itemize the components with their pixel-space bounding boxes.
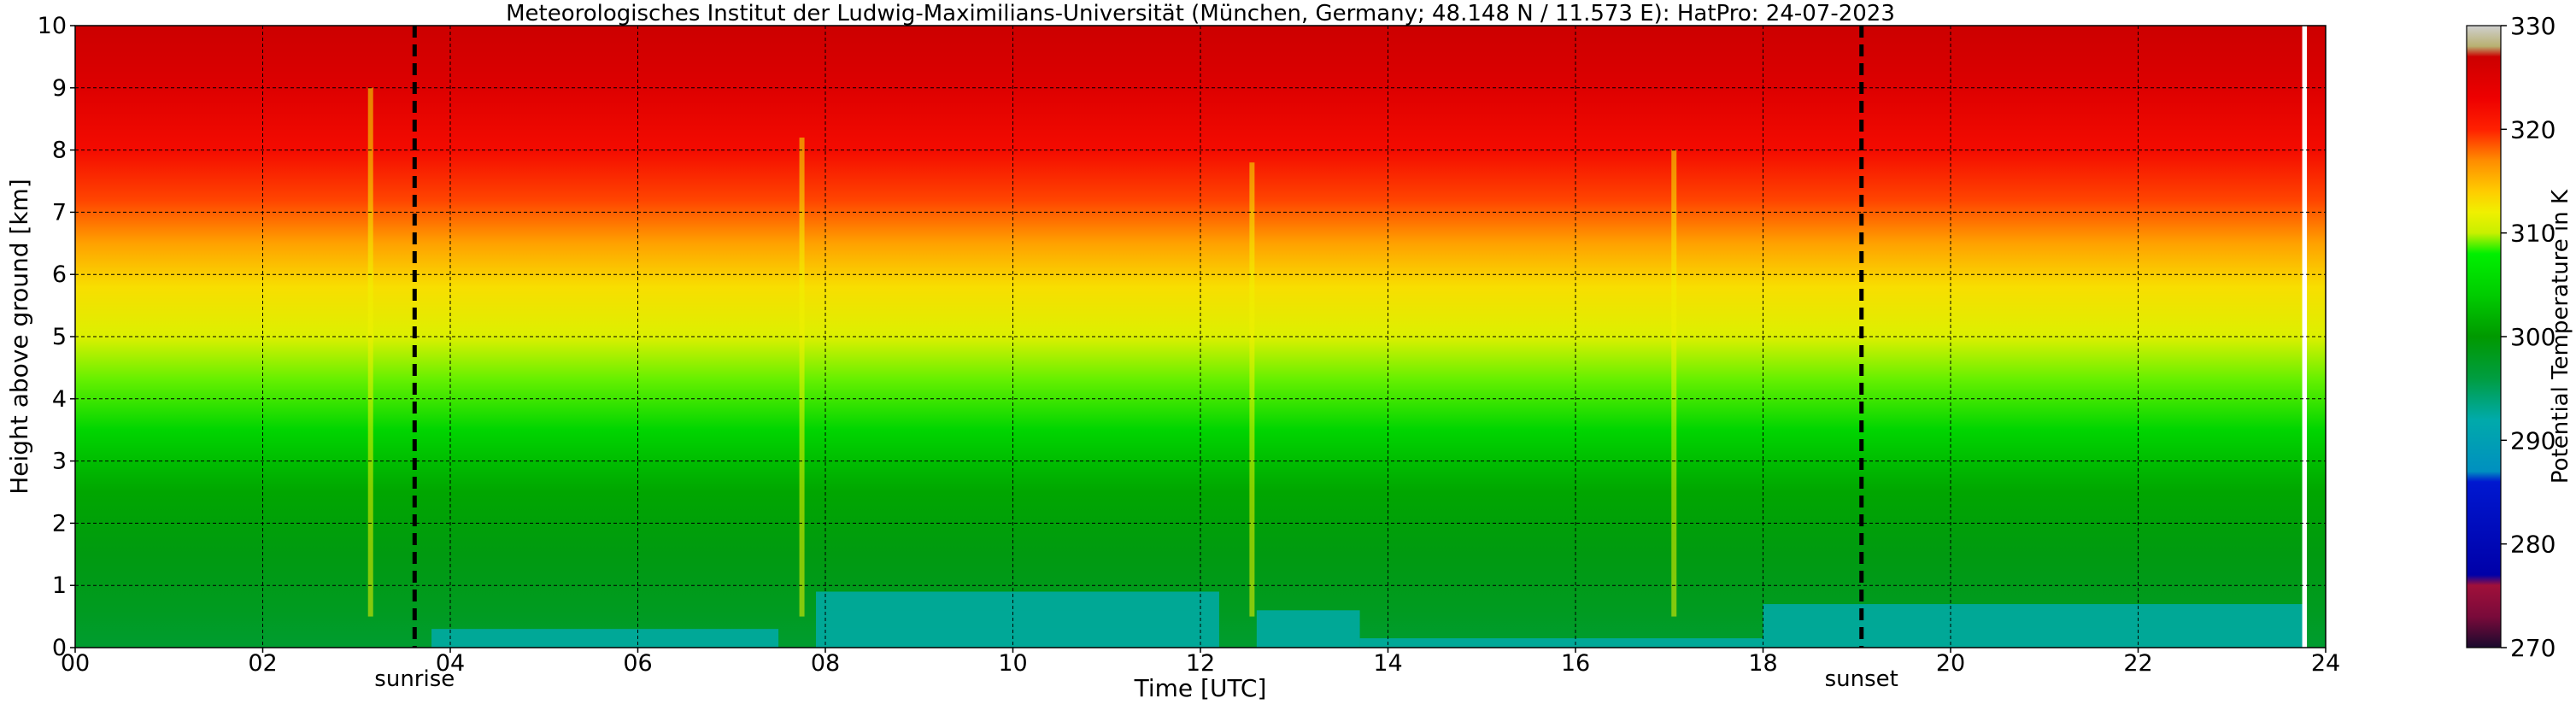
sunrise-label: sunrise	[374, 666, 455, 692]
colorbar-tick-label: 280	[2510, 531, 2555, 559]
plot-area	[75, 26, 2326, 648]
y-tick-label: 7	[52, 199, 67, 226]
y-tick-label: 1	[52, 572, 67, 599]
y-tick-label: 2	[52, 510, 67, 537]
cool-layer-segment	[1359, 638, 1763, 648]
x-tick-label: 24	[2311, 650, 2340, 677]
heatmap-features	[367, 26, 2308, 648]
cool-layer-segment	[431, 629, 779, 648]
x-tick-label: 08	[811, 650, 840, 677]
x-tick-label: 18	[1748, 650, 1777, 677]
colorbar-tick-label: 290	[2510, 426, 2555, 455]
y-tick-label: 3	[52, 449, 67, 475]
warm-spike	[367, 87, 373, 617]
missing-data-gap	[2302, 26, 2308, 648]
y-tick-label: 10	[38, 13, 67, 39]
x-tick-label: 14	[1373, 650, 1402, 677]
x-tick-label: 20	[1936, 650, 1965, 677]
y-tick-label: 0	[52, 635, 67, 661]
colorbar-ticks: 270 280 290 300 310 320 330	[2501, 12, 2555, 662]
sunset-label: sunset	[1825, 666, 1898, 692]
grid	[75, 26, 2326, 648]
y-tick-label: 6	[52, 261, 67, 288]
x-tick-label: 10	[998, 650, 1027, 677]
colorbar-tick-label: 310	[2510, 220, 2555, 248]
chart-title: Meteorologisches Institut der Ludwig-Max…	[506, 1, 1895, 26]
x-axis-label: Time [UTC]	[1134, 674, 1267, 702]
colorbar-tick-label: 270	[2510, 634, 2555, 662]
y-tick-label: 4	[52, 386, 67, 413]
cool-layer-segment	[816, 591, 1219, 648]
y-tick-label: 8	[52, 138, 67, 164]
colorbar: 270 280 290 300 310 320 330 Potential Temperat…	[2466, 12, 2573, 662]
colorbar-label: Potential Temperature in K	[2548, 189, 2573, 484]
y-tick-label: 9	[52, 75, 67, 102]
warm-spike	[1671, 150, 1677, 617]
x-tick-label: 12	[1186, 650, 1215, 677]
vlines: sunrise sunset	[374, 26, 1898, 692]
warm-spike	[799, 138, 805, 617]
colorbar-tick-label: 300	[2510, 323, 2555, 351]
y-axis-label: Height above ground [km]	[5, 179, 33, 495]
x-tick-label: 02	[248, 650, 277, 677]
cool-layer-segment	[1763, 604, 2308, 648]
x-tick-label: 04	[436, 650, 465, 677]
warm-spike	[1249, 162, 1255, 617]
y-tick-label: 5	[52, 324, 67, 350]
colorbar-fill	[2467, 26, 2501, 648]
x-tick-label: 00	[61, 650, 90, 677]
x-tick-label: 22	[2123, 650, 2152, 677]
x-tick-label: 06	[623, 650, 652, 677]
x-axis: 00 02 04 06 08 10 12 14 16 18 20 22 24	[61, 648, 2340, 677]
colorbar-tick-label: 330	[2510, 12, 2555, 40]
cool-layer-segment	[1256, 610, 1360, 648]
x-tick-label: 16	[1561, 650, 1590, 677]
colorbar-tick-label: 320	[2510, 115, 2555, 144]
y-axis: 0 1 2 3 4 5 6 7 8 9 10	[38, 13, 75, 661]
